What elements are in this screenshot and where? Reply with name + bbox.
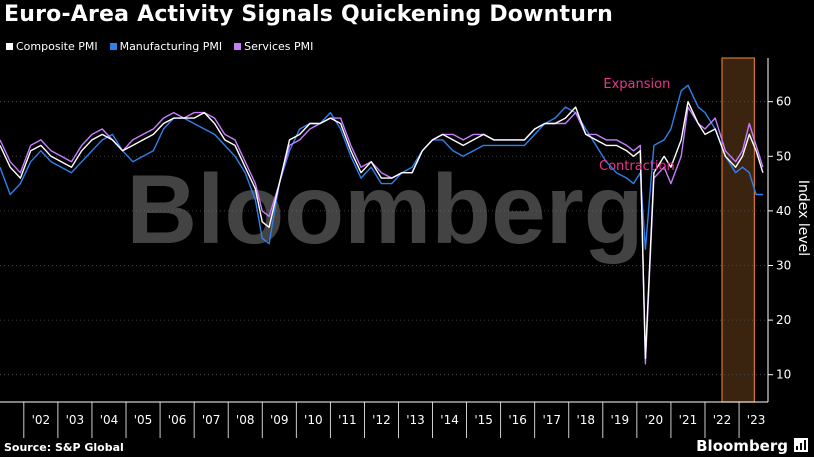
x-tick-label: '12 — [372, 413, 391, 427]
annotation-contraction: Contraction — [599, 159, 675, 174]
x-tick-label: '04 — [100, 413, 119, 427]
x-tick-label: '08 — [236, 413, 255, 427]
brand-logo: Bloomberg — [696, 437, 788, 455]
x-tick-label: '21 — [679, 413, 698, 427]
x-tick-label: '22 — [713, 413, 732, 427]
x-tick-label: '02 — [32, 413, 51, 427]
y-tick-label: 60 — [776, 95, 791, 109]
x-tick-label: '18 — [577, 413, 596, 427]
bar-chart-icon — [794, 438, 808, 452]
legend-label-services: Services PMI — [244, 40, 314, 53]
series-line-manufacturing — [0, 84, 763, 250]
x-tick-label: '07 — [202, 413, 221, 427]
legend-swatch-composite — [6, 43, 13, 50]
y-tick-label: 40 — [776, 204, 791, 218]
y-tick-label: 10 — [776, 368, 791, 382]
x-tick-label: '06 — [168, 413, 187, 427]
x-tick-label: '13 — [406, 413, 425, 427]
x-tick-label: '05 — [134, 413, 153, 427]
legend-item-services: Services PMI — [234, 40, 313, 53]
legend-label-composite: Composite PMI — [16, 40, 98, 53]
x-tick-label: '14 — [440, 413, 459, 427]
legend-label-manufacturing: Manufacturing PMI — [119, 40, 223, 53]
x-tick-label: '19 — [611, 413, 630, 427]
x-tick-label: '17 — [542, 413, 561, 427]
x-tick-label: '23 — [747, 413, 766, 427]
page-title: Euro-Area Activity Signals Quickening Do… — [4, 2, 613, 27]
y-tick-label: 30 — [776, 258, 791, 272]
y-tick-label: 20 — [776, 313, 791, 327]
x-tick-label: '20 — [645, 413, 664, 427]
legend-item-composite: Composite PMI — [6, 40, 98, 53]
y-tick-label: 50 — [776, 149, 791, 163]
legend-item-manufacturing: Manufacturing PMI — [109, 40, 223, 53]
legend: Composite PMI Manufacturing PMI Services… — [6, 40, 313, 53]
series-line-composite — [0, 101, 764, 359]
x-tick-label: '10 — [304, 413, 323, 427]
source-note: Source: S&P Global — [4, 441, 124, 454]
annotation-expansion: Expansion — [603, 77, 670, 92]
x-tick-label: '15 — [474, 413, 493, 427]
legend-swatch-services — [234, 43, 242, 50]
highlight-band — [721, 57, 755, 403]
x-tick-label: '11 — [338, 413, 357, 427]
x-tick-label: '09 — [270, 413, 289, 427]
x-tick-label: '16 — [508, 413, 527, 427]
y-axis-label: Index level — [795, 180, 811, 256]
watermark: Bloomberg — [126, 154, 643, 264]
x-tick-label: '03 — [66, 413, 85, 427]
legend-swatch-manufacturing — [109, 43, 117, 50]
